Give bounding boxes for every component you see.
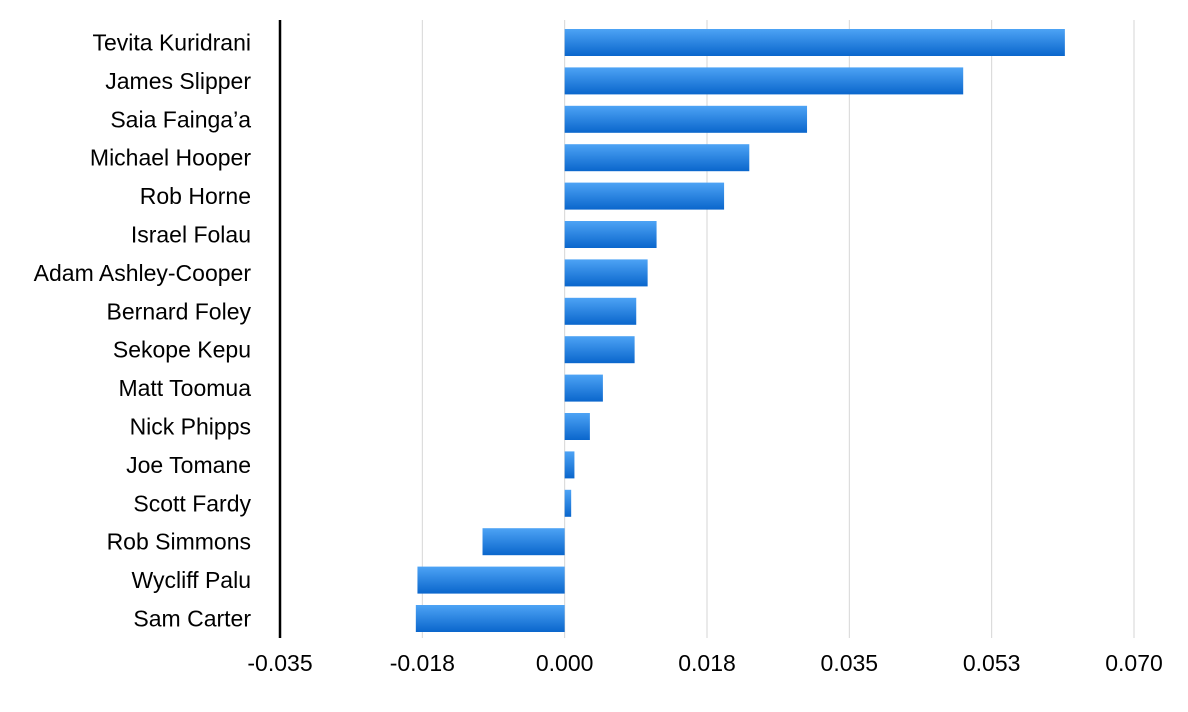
category-label: Saia Fainga’a xyxy=(110,106,251,132)
bar xyxy=(564,451,575,479)
category-label: Tevita Kuridrani xyxy=(92,30,251,56)
x-tick-label: 0.000 xyxy=(536,650,594,676)
category-label: Bernard Foley xyxy=(107,298,252,324)
x-axis-tick-labels: -0.035 -0.018 0.000 0.018 0.035 0.053 0.070 xyxy=(247,650,1162,676)
x-tick-label: -0.018 xyxy=(390,650,455,676)
category-label: Sam Carter xyxy=(133,606,251,632)
bar xyxy=(564,29,1065,56)
bar xyxy=(564,182,725,210)
x-tick-label: 0.053 xyxy=(963,650,1021,676)
bar xyxy=(564,413,590,440)
x-tick-label: 0.018 xyxy=(678,650,736,676)
bar xyxy=(564,221,657,248)
bar xyxy=(564,336,635,364)
bar xyxy=(415,605,565,632)
x-tick-label: 0.070 xyxy=(1105,650,1163,676)
bar xyxy=(564,374,603,402)
category-label: Wycliff Palu xyxy=(131,567,251,593)
category-label: James Slipper xyxy=(105,68,251,94)
bar xyxy=(564,259,648,287)
bar xyxy=(564,67,964,95)
bar xyxy=(564,144,750,172)
bar xyxy=(564,489,572,517)
category-label: Rob Simmons xyxy=(107,529,251,555)
bar xyxy=(564,105,808,133)
category-label: Joe Tomane xyxy=(126,452,251,478)
category-label: Rob Horne xyxy=(140,183,251,209)
bars xyxy=(415,29,1065,632)
category-label: Michael Hooper xyxy=(90,145,251,171)
x-tick-label: 0.035 xyxy=(821,650,879,676)
category-label: Israel Folau xyxy=(131,222,251,248)
category-labels: Tevita Kuridrani James Slipper Saia Fainga… xyxy=(34,30,252,632)
bar xyxy=(482,528,565,556)
x-tick-label: -0.035 xyxy=(247,650,312,676)
bar xyxy=(564,297,637,325)
bar xyxy=(417,566,565,594)
category-label: Matt Toomua xyxy=(118,375,251,401)
category-label: Scott Fardy xyxy=(133,490,251,516)
category-label: Sekope Kepu xyxy=(113,337,251,363)
category-label: Adam Ashley-Cooper xyxy=(34,260,252,286)
category-label: Nick Phipps xyxy=(130,414,251,440)
